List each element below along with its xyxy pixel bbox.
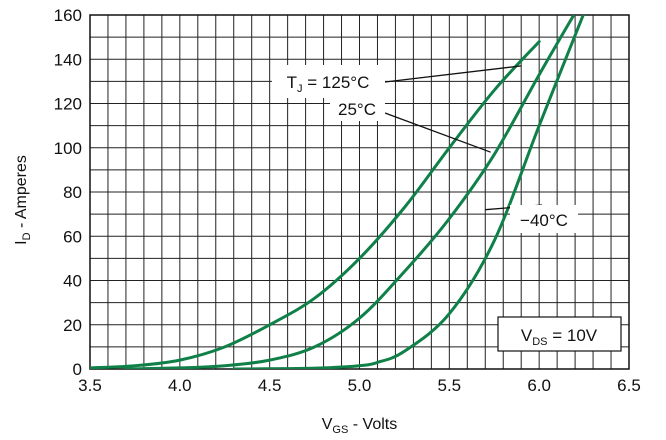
y-tick-label: 120 (54, 95, 82, 114)
condition-box: VDS = 10V (497, 316, 622, 352)
y-tick-label: 80 (63, 183, 82, 202)
x-tick-label: 5.0 (348, 376, 372, 395)
y-tick-label: 140 (54, 50, 82, 69)
condition-label: VDS = 10V (521, 326, 598, 348)
series-label-25c: 25°C (338, 100, 376, 119)
y-tick-label: 100 (54, 139, 82, 158)
y-tick-labels: 0 20 40 60 80 100 120 140 160 (54, 6, 82, 379)
x-tick-labels: 3.5 4.0 4.5 5.0 5.5 6.0 6.5 (78, 376, 641, 395)
x-tick-label: 4.0 (168, 376, 192, 395)
y-tick-label: 60 (63, 227, 82, 246)
x-axis-label: VGS - Volts (322, 416, 397, 436)
label-backdrop (510, 205, 578, 233)
leader-line (384, 112, 491, 153)
series-line-125c (90, 40, 541, 369)
y-axis-label: ID - Amperes (13, 155, 33, 245)
x-tick-label: 4.5 (258, 376, 282, 395)
x-tick-label: 6.0 (527, 376, 551, 395)
series-line-25c (124, 15, 576, 369)
x-tick-label: 6.5 (617, 376, 641, 395)
series-line-minus40c (232, 15, 585, 369)
series-label-minus40c: −40°C (520, 211, 568, 230)
x-tick-label: 5.5 (438, 376, 462, 395)
label-backdrop (272, 65, 385, 98)
y-tick-label: 40 (63, 272, 82, 291)
x-tick-label: 3.5 (78, 376, 102, 395)
y-tick-label: 160 (54, 6, 82, 25)
series-label-125c: TJ = 125°C (287, 73, 370, 95)
leader-line (384, 65, 522, 83)
series-labels: TJ = 125°C 25°C −40°C (272, 65, 578, 233)
condition-box-frame (497, 316, 622, 352)
y-tick-label: 20 (63, 316, 82, 335)
y-tick-label: 0 (73, 360, 82, 379)
series-lines (90, 15, 585, 369)
plot-frame (89, 14, 630, 370)
label-backdrop (330, 97, 385, 121)
